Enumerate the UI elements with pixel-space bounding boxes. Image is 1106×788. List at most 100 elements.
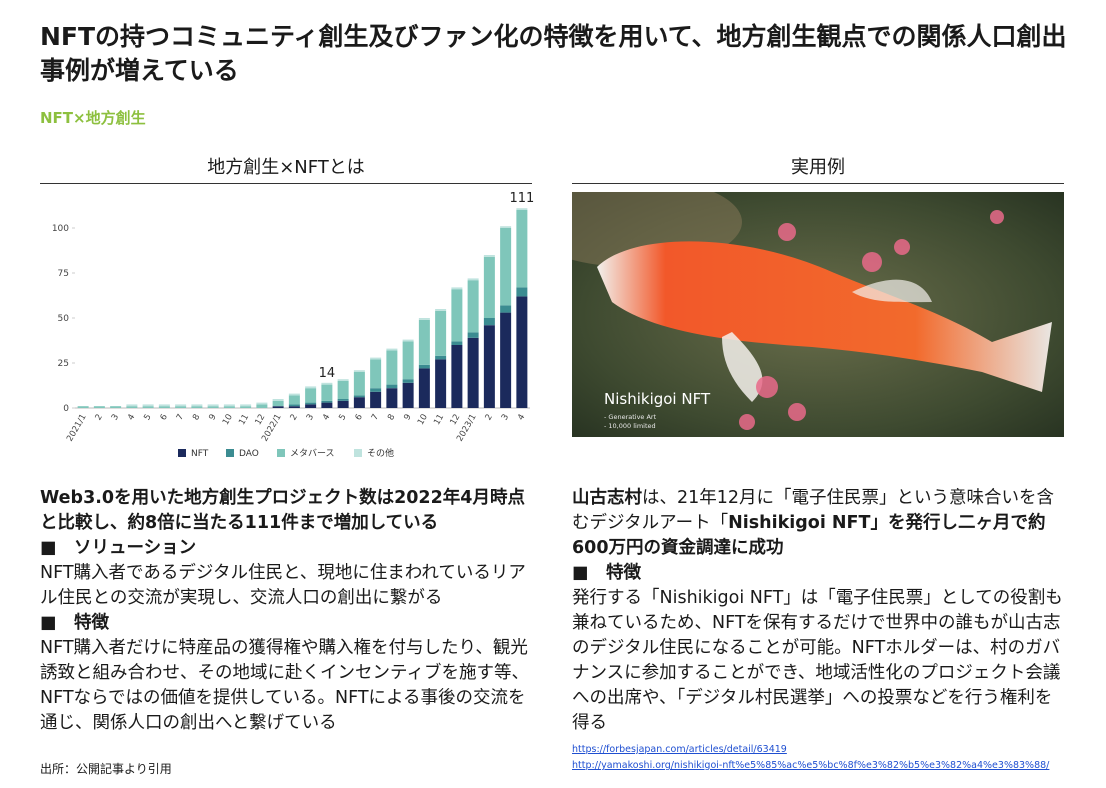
- x-tick-label: 8: [386, 413, 397, 423]
- bar-segment: [158, 406, 170, 408]
- bar-segment: [435, 309, 447, 311]
- left-text: Web3.0を用いた地方創生プロジェクト数は2022年4月時点と比較し、約8倍に…: [40, 486, 535, 736]
- bar-segment: [288, 406, 300, 408]
- link[interactable]: http://yamakoshi.org/nishikigoi-nft%e5%8…: [572, 760, 1050, 771]
- bar-segment: [223, 404, 235, 407]
- legend-label: その他: [367, 447, 394, 459]
- legend-label: NFT: [191, 449, 209, 459]
- x-tick-label: 4: [516, 413, 527, 423]
- image-line: - 10,000 limited: [604, 422, 656, 430]
- y-tick-label: 0: [63, 404, 69, 414]
- bar-segment: [272, 406, 284, 408]
- bar-segment: [175, 406, 187, 408]
- section-heading: ■ 特徴: [572, 563, 642, 583]
- bar-segment: [467, 332, 479, 338]
- right-heading: 実用例: [791, 157, 845, 178]
- bar-segment: [370, 388, 382, 392]
- bar-segment: [467, 280, 479, 333]
- x-tick-label: 2021/1: [65, 413, 89, 444]
- bar-segment: [451, 341, 463, 345]
- bar-segment: [353, 372, 365, 396]
- bar-segment: [516, 210, 528, 288]
- bar-segment: [467, 337, 479, 408]
- bar-segment: [272, 399, 284, 401]
- bar-segment: [467, 278, 479, 281]
- summary-segment: は、21年12月に「電子住民票」という意味合いを含むデジタルアート「: [572, 488, 1055, 533]
- legend-swatch: [178, 449, 186, 457]
- bar-segment: [370, 359, 382, 389]
- bar-segment: [93, 406, 105, 408]
- rule: [572, 183, 1064, 184]
- summary-segment: Nishikigoi NFT: [728, 513, 871, 533]
- y-tick-label: 50: [58, 314, 70, 324]
- title: NFTの持つコミュニティ創生及びファン化の特徴を用いて、地方創生観点での関係人口…: [40, 22, 1067, 85]
- koi-image: Nishikigoi NFT - Generative Art - 10,000…: [572, 192, 1064, 437]
- x-tick-label: 9: [207, 413, 218, 423]
- bar-segment: [321, 400, 333, 403]
- x-tick-label: 10: [416, 413, 430, 427]
- bar-segment: [516, 208, 528, 210]
- legend-label: DAO: [239, 449, 259, 459]
- bar-segment: [353, 370, 365, 372]
- bar-segment: [353, 397, 365, 408]
- x-tick-label: 12: [448, 413, 462, 427]
- bar-segment: [240, 404, 252, 407]
- bar-segment: [402, 382, 414, 408]
- x-tick-label: 2: [484, 413, 495, 423]
- link[interactable]: https://forbesjapan.com/articles/detail/…: [572, 744, 787, 755]
- x-tick-label: 4: [126, 413, 137, 423]
- section-body: 発行する「Nishikigoi NFT」は「電子住民票」としての役割も兼ねている…: [572, 588, 1063, 733]
- x-tick-label: 2: [94, 413, 105, 423]
- summary: 山古志村は、21年12月に「電子住民票」という意味合いを含むデジタルアート「Ni…: [572, 486, 1067, 561]
- tag: NFT×地方創生: [40, 109, 146, 127]
- summary-segment: 山古志村: [572, 488, 642, 508]
- source: 出所：公開記事より引用: [40, 762, 172, 776]
- bar-segment: [158, 404, 170, 407]
- bar-segment: [321, 402, 333, 408]
- bar-segment: [305, 386, 317, 389]
- bar-segment: [288, 393, 300, 396]
- x-tick-label: 12: [253, 413, 267, 427]
- x-tick-label: 11: [237, 413, 251, 427]
- bar-segment: [451, 287, 463, 290]
- bar-segment: [272, 400, 284, 407]
- bar-segment: [418, 364, 430, 369]
- bar-segment: [483, 318, 495, 326]
- bar-segment: [435, 355, 447, 360]
- bar-segment: [321, 382, 333, 385]
- bar-segment: [142, 406, 154, 408]
- x-tick-label: 7: [370, 413, 381, 423]
- bar-segment: [451, 345, 463, 408]
- bar-segment: [418, 318, 430, 320]
- bar-segment: [386, 388, 398, 408]
- bar-segment: [240, 406, 252, 408]
- bar-segment: [110, 406, 122, 408]
- bar-segment: [175, 404, 187, 407]
- y-tick-label: 100: [52, 224, 69, 234]
- bar-segment: [305, 404, 317, 408]
- x-tick-label: 5: [142, 413, 153, 423]
- x-tick-label: 6: [159, 413, 170, 423]
- x-tick-label: 2: [289, 413, 300, 423]
- x-tick-label: 5: [337, 413, 348, 423]
- summary-segment: 」を発行し二ヶ月で約600万円の資金調達に成功: [572, 513, 1046, 558]
- bar-segment: [418, 319, 430, 365]
- legend-swatch: [226, 449, 234, 457]
- bar-segment: [370, 357, 382, 360]
- bar-segment: [223, 406, 235, 408]
- x-tick-label: 3: [110, 413, 121, 423]
- legend-label: メタバース: [290, 448, 335, 459]
- bar-segment: [77, 406, 89, 408]
- bar-segment: [500, 226, 512, 228]
- bar-segment: [435, 310, 447, 356]
- image-title: Nishikigoi NFT: [604, 390, 711, 408]
- bar-segment: [142, 404, 154, 407]
- x-tick-label: 8: [191, 413, 202, 423]
- bar-segment: [126, 406, 138, 408]
- rule: [40, 183, 532, 184]
- legend-swatch: [354, 449, 362, 457]
- bar-segment: [305, 402, 317, 405]
- x-tick-label: 9: [402, 413, 413, 423]
